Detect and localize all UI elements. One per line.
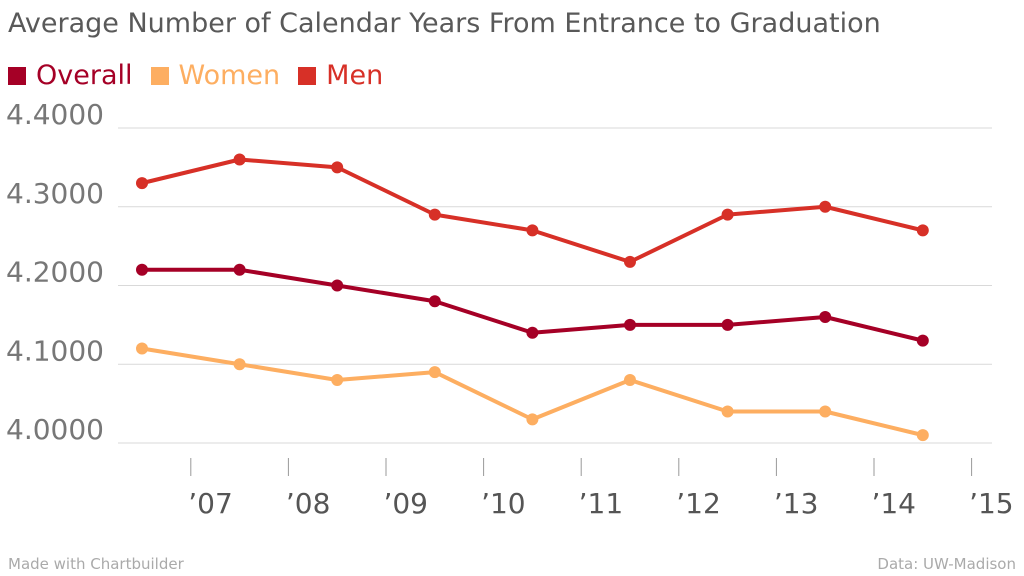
data-point-men-6	[721, 208, 734, 221]
x-tick-label-2: ’09	[383, 487, 428, 520]
y-tick-label-3: 4.3000	[6, 177, 104, 210]
data-point-women-1	[233, 358, 246, 371]
data-point-men-3	[428, 208, 441, 221]
data-point-women-4	[526, 413, 539, 426]
data-point-men-2	[331, 161, 344, 174]
x-tick-label-4: ’11	[579, 487, 624, 520]
data-point-men-1	[233, 153, 246, 166]
data-point-women-5	[624, 374, 636, 386]
footer-credit: Made with Chartbuilder	[8, 555, 184, 573]
data-point-women-0	[136, 342, 148, 355]
x-tick-label-8: ’15	[969, 487, 1014, 520]
data-point-overall-4	[526, 326, 539, 339]
data-point-men-8	[916, 224, 929, 237]
y-tick-label-1: 4.1000	[6, 334, 104, 367]
data-point-overall-1	[233, 263, 246, 276]
legend-item-men: Men	[298, 60, 383, 91]
legend-label-overall: Overall	[36, 60, 133, 91]
data-point-overall-6	[721, 318, 734, 331]
data-point-men-7	[819, 200, 832, 213]
legend-item-overall: Overall	[8, 60, 133, 91]
data-point-overall-3	[428, 295, 441, 308]
data-point-men-5	[624, 255, 636, 268]
data-point-men-4	[526, 224, 539, 237]
x-tick-label-7: ’14	[871, 487, 916, 520]
x-tick-label-6: ’13	[774, 487, 819, 520]
x-tick-label-0: ’07	[188, 487, 233, 520]
x-tick-label-1: ’08	[286, 487, 331, 520]
series-line-men	[140, 157, 925, 264]
y-tick-label-4: 4.4000	[6, 98, 104, 131]
legend-label-men: Men	[326, 60, 384, 91]
data-point-women-8	[916, 429, 929, 442]
legend-label-women: Women	[178, 60, 281, 91]
data-point-men-0	[136, 177, 148, 190]
legend: Overall Women Men	[8, 60, 401, 91]
x-tick-label-5: ’12	[676, 487, 721, 520]
data-point-women-3	[428, 366, 441, 379]
data-point-women-7	[819, 405, 832, 418]
data-point-overall-7	[819, 311, 832, 323]
data-point-overall-5	[624, 318, 636, 331]
data-point-women-2	[331, 374, 344, 386]
footer-source: Data: UW-Madison	[877, 555, 1016, 573]
data-point-overall-0	[136, 263, 148, 276]
x-tick-label-3: ’10	[481, 487, 526, 520]
chart-title: Average Number of Calendar Years From En…	[8, 8, 881, 39]
legend-swatch-men	[298, 66, 317, 85]
legend-swatch-overall	[8, 66, 26, 85]
data-point-overall-8	[916, 334, 929, 347]
legend-swatch-women	[150, 66, 169, 85]
data-point-women-6	[721, 405, 734, 418]
y-tick-label-0: 4.0000	[6, 413, 104, 446]
data-point-overall-2	[331, 279, 344, 292]
legend-item-women: Women	[150, 60, 281, 91]
y-tick-label-2: 4.2000	[6, 256, 104, 289]
